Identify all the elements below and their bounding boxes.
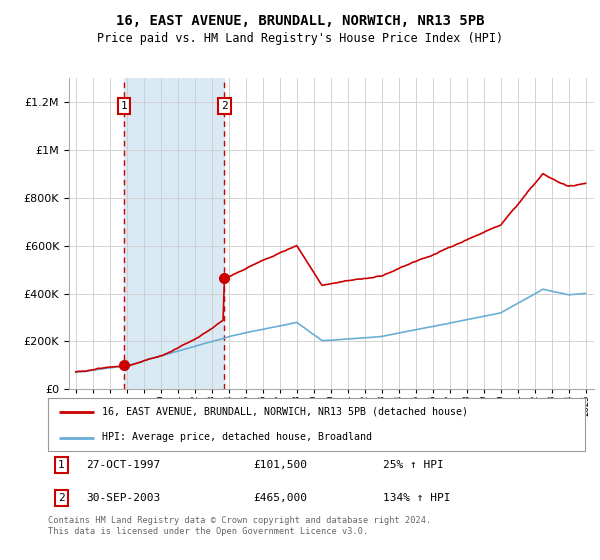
- Text: 16, EAST AVENUE, BRUNDALL, NORWICH, NR13 5PB (detached house): 16, EAST AVENUE, BRUNDALL, NORWICH, NR13…: [102, 407, 468, 417]
- Text: 27-OCT-1997: 27-OCT-1997: [86, 460, 160, 470]
- Text: 134% ↑ HPI: 134% ↑ HPI: [383, 493, 450, 503]
- Text: HPI: Average price, detached house, Broadland: HPI: Average price, detached house, Broa…: [102, 432, 372, 442]
- Text: 1: 1: [121, 101, 127, 111]
- Text: 1: 1: [58, 460, 65, 470]
- Text: £465,000: £465,000: [253, 493, 307, 503]
- Text: 2: 2: [58, 493, 65, 503]
- Text: 25% ↑ HPI: 25% ↑ HPI: [383, 460, 443, 470]
- Text: 30-SEP-2003: 30-SEP-2003: [86, 493, 160, 503]
- Text: Contains HM Land Registry data © Crown copyright and database right 2024.
This d: Contains HM Land Registry data © Crown c…: [48, 516, 431, 536]
- Text: 2: 2: [221, 101, 228, 111]
- Text: Price paid vs. HM Land Registry's House Price Index (HPI): Price paid vs. HM Land Registry's House …: [97, 32, 503, 45]
- Bar: [124, 78, 224, 389]
- FancyBboxPatch shape: [48, 398, 585, 451]
- Text: 16, EAST AVENUE, BRUNDALL, NORWICH, NR13 5PB: 16, EAST AVENUE, BRUNDALL, NORWICH, NR13…: [116, 14, 484, 28]
- Text: £101,500: £101,500: [253, 460, 307, 470]
